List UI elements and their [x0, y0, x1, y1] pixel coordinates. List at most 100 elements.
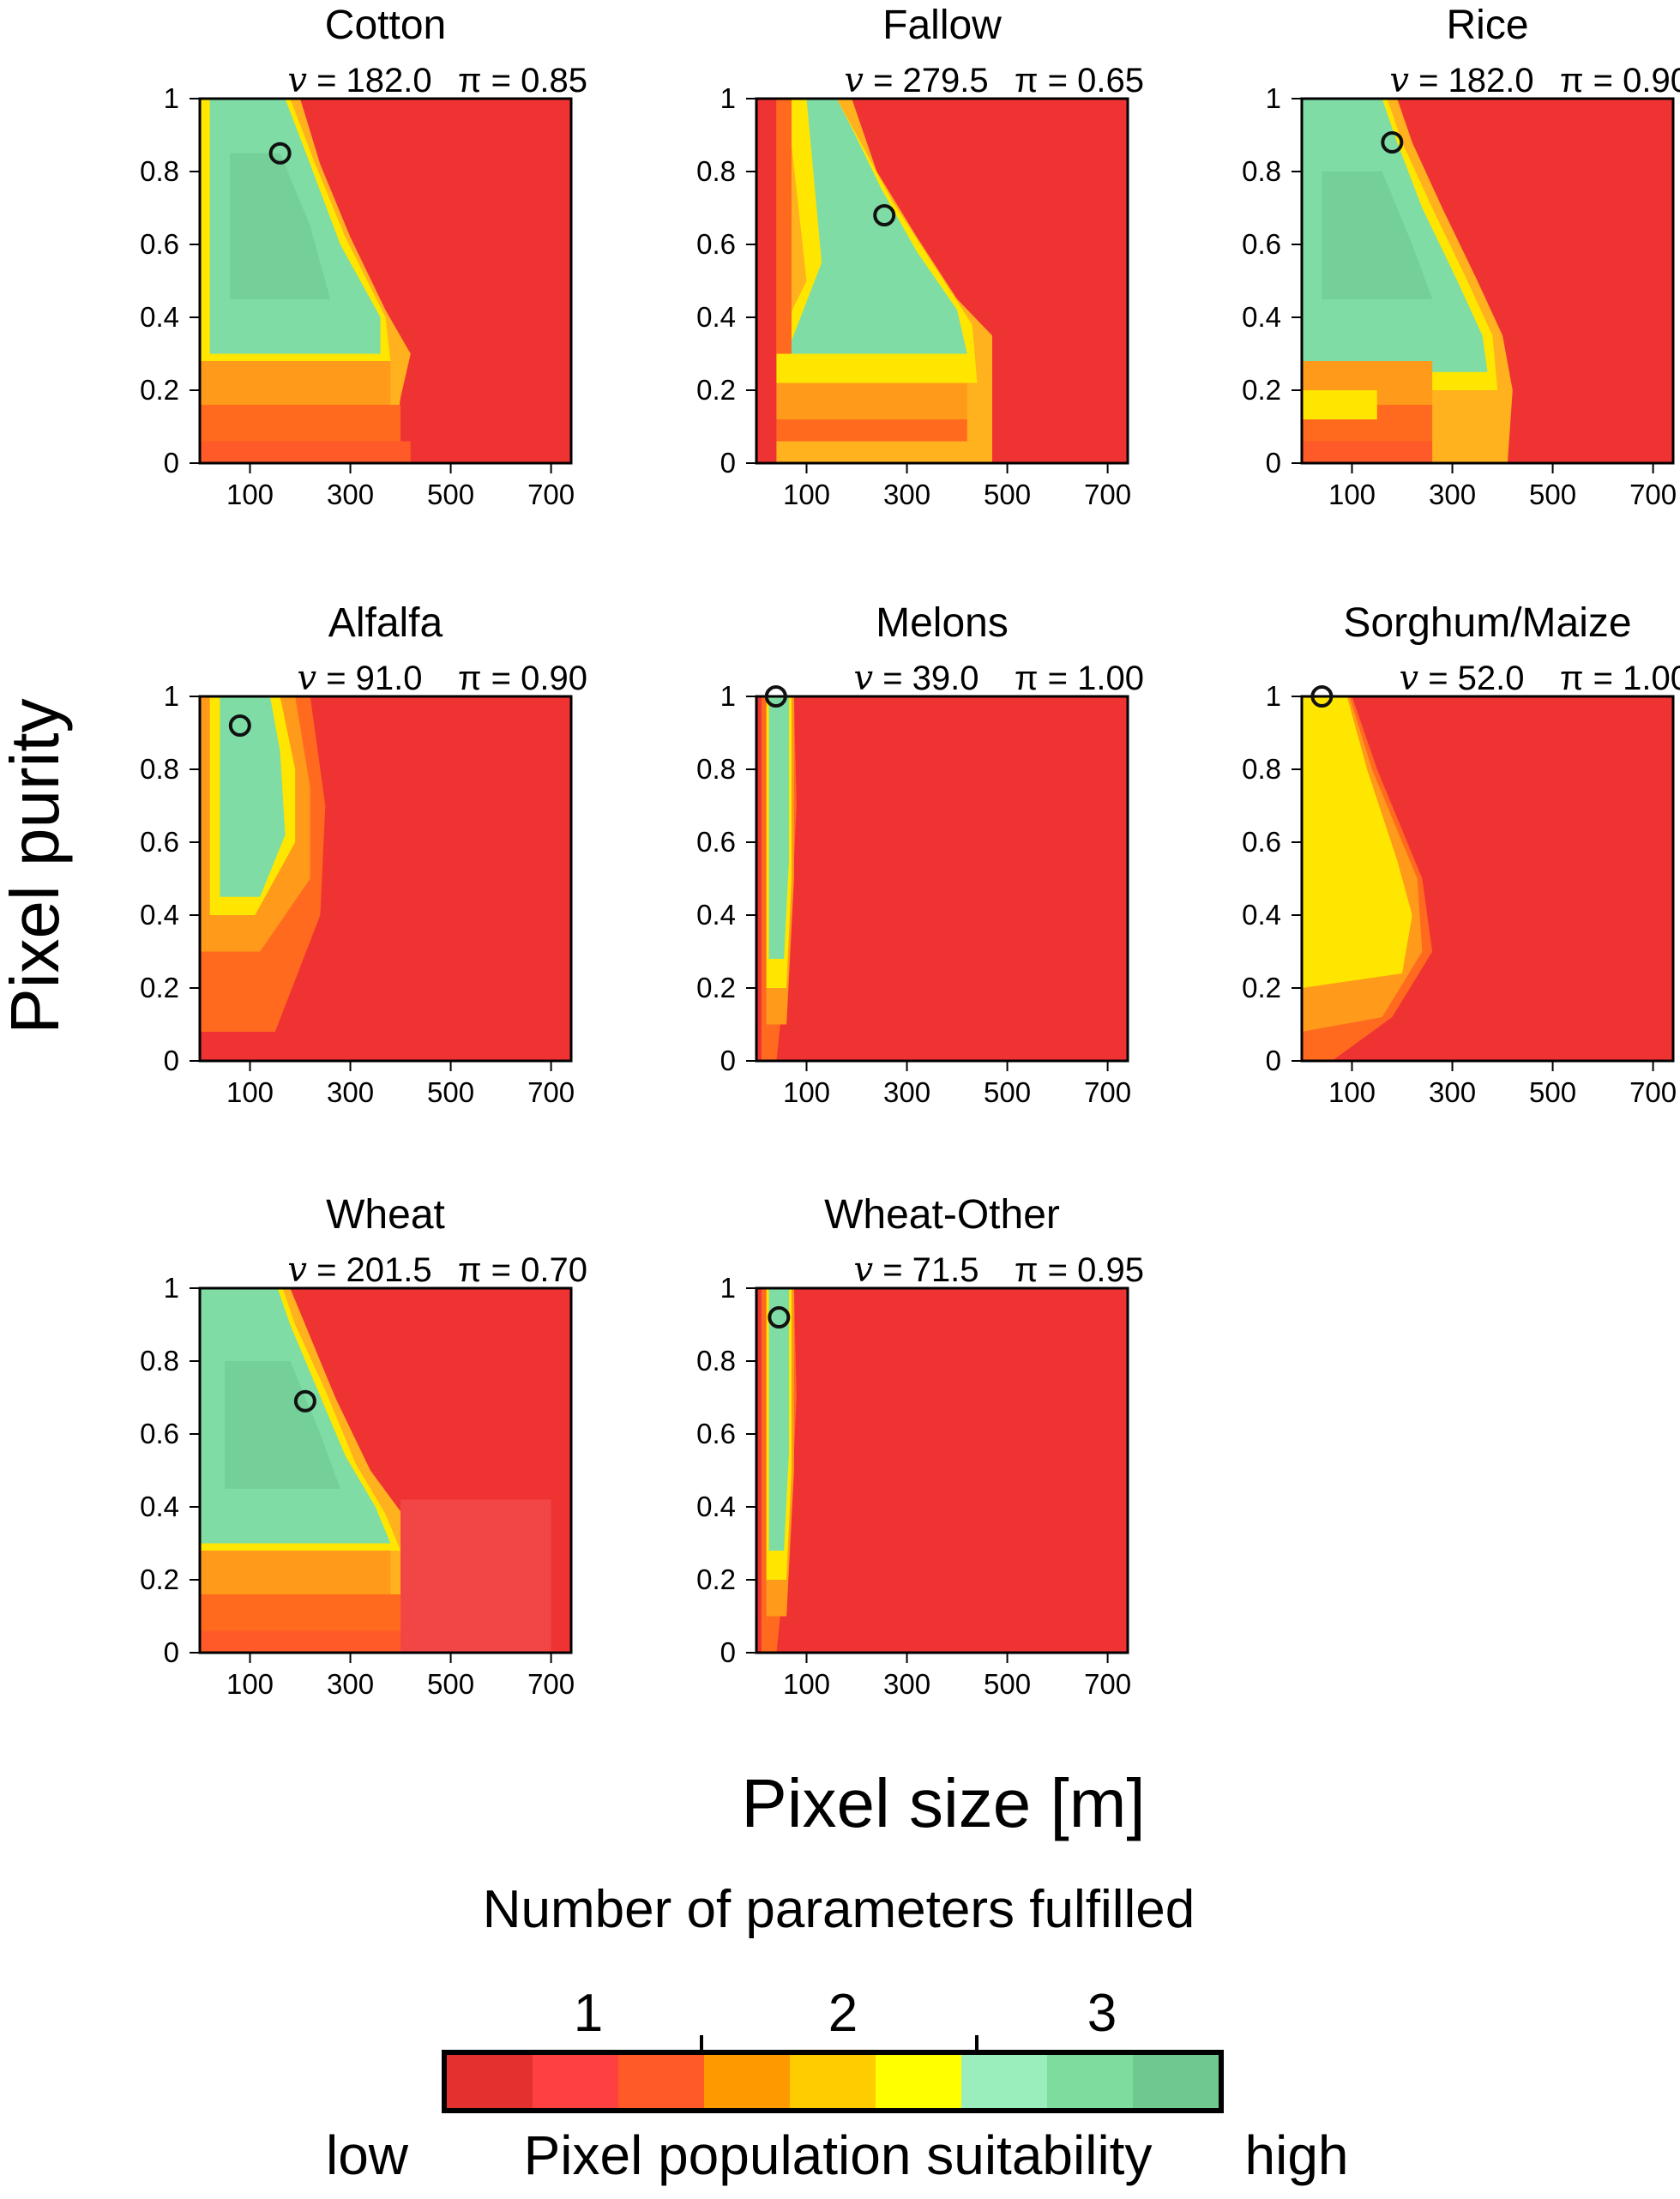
heatmap [756, 1288, 1128, 1653]
x-tick-label: 700 [1084, 1076, 1131, 1108]
panel-annotation-v: 𝑣 = 52.0 [1399, 659, 1524, 698]
y-tick-label: 0 [720, 1045, 736, 1076]
colorbar-middle-label: Pixel population suitability [524, 2124, 1153, 2186]
v-symbol: 𝑣 [844, 61, 864, 100]
panel-annotation-v: 𝑣 = 91.0 [297, 659, 422, 698]
heatmap [200, 696, 571, 1061]
colorbar-group-1: 1 [574, 1984, 603, 2043]
optimum-marker [268, 142, 292, 165]
x-tick-label: 300 [1429, 1076, 1476, 1108]
panel-annotation-pi: π = 1.00 [1015, 660, 1144, 697]
optimum-marker [768, 1306, 791, 1328]
x-tick-label: 100 [783, 479, 830, 510]
v-symbol: 𝑣 [1389, 61, 1409, 100]
panel-title: Wheat [326, 1192, 445, 1238]
panel-wheat-other: Wheat-Other 𝑣 = 71.5 π = 0.95 0 0.2 0.4 0.6 0.8… [696, 1192, 1144, 1700]
x-tick-label: 300 [883, 479, 930, 510]
y-tick-label: 0.8 [140, 1345, 179, 1377]
panel-title: Rice [1446, 3, 1528, 48]
heatmap [756, 696, 1128, 1061]
y-tick-label: 0.2 [1242, 972, 1281, 1003]
heatmap [1302, 99, 1673, 463]
y-tick-label: 0.6 [140, 1418, 179, 1449]
y-tick-label: 0.4 [140, 1491, 179, 1522]
plot-frame [1300, 97, 1675, 465]
y-tick-label: 1 [720, 1272, 736, 1304]
panel-title: Melons [876, 600, 1009, 646]
x-tick-label: 500 [984, 1668, 1031, 1700]
v-value: = 39.0 [873, 660, 978, 697]
y-tick-label: 1 [1266, 680, 1281, 712]
y-tick-label: 0.6 [696, 826, 736, 858]
y-tick-label: 1 [1266, 82, 1281, 114]
v-value: = 182.0 [1409, 62, 1534, 99]
y-tick-label: 0.6 [140, 826, 179, 858]
optimum-marker [1381, 131, 1404, 154]
v-symbol: 𝑣 [297, 659, 316, 698]
optimum-marker [873, 204, 896, 226]
v-symbol: 𝑣 [853, 1250, 873, 1290]
y-tick-label: 0.4 [696, 1491, 736, 1522]
y-tick-label: 0.6 [1242, 826, 1281, 858]
y-tick-label: 0.6 [696, 228, 736, 260]
v-symbol: 𝑣 [287, 1250, 307, 1290]
y-tick-label: 0.2 [140, 374, 179, 406]
panel-annotation-v: 𝑣 = 182.0 [1389, 61, 1533, 100]
x-tick-label: 500 [427, 1668, 474, 1700]
x-tick-label: 500 [427, 1076, 474, 1108]
y-tick-label: 1 [164, 680, 179, 712]
y-tick-label: 0.4 [696, 301, 736, 333]
panel-title: Wheat-Other [824, 1192, 1060, 1238]
x-tick-label: 100 [226, 479, 274, 510]
x-tick-label: 500 [984, 479, 1031, 510]
x-tick-label: 300 [327, 1076, 374, 1108]
heatmap [756, 99, 1128, 463]
y-axis-label: Pixel purity [0, 698, 73, 1033]
y-tick-label: 0.2 [696, 972, 736, 1003]
plot-frame [198, 97, 573, 465]
y-tick-label: 0.2 [1242, 374, 1281, 406]
heatmap [1302, 696, 1673, 1061]
colorbar-cell [1047, 2055, 1134, 2108]
x-tick-label: 500 [984, 1076, 1031, 1108]
plot-frame [198, 695, 573, 1063]
colorbar: Number of parameters fulfilled 1 2 3 low… [326, 1880, 1349, 2186]
plot-frame [755, 1286, 1129, 1654]
heatmap [200, 99, 571, 463]
y-tick-label: 1 [164, 1272, 179, 1304]
panel-sorghum-maize: Sorghum/Maize 𝑣 = 52.0 π = 1.00 0 0.2 0.4 0.6 0… [1242, 600, 1680, 1108]
v-value: = 71.5 [873, 1251, 978, 1289]
colorbar-frame [442, 2050, 1224, 2113]
y-tick-label: 0.4 [1242, 301, 1281, 333]
x-axis-label: Pixel size [m] [741, 1765, 1145, 1841]
colorbar-cell [533, 2055, 619, 2108]
colorbar-group-2: 2 [828, 1984, 858, 2043]
v-symbol: 𝑣 [287, 61, 307, 100]
y-tick-label: 1 [720, 680, 736, 712]
y-tick-label: 0.8 [140, 753, 179, 785]
colorbar-group-3: 3 [1087, 1984, 1117, 2043]
y-tick-label: 0.6 [696, 1418, 736, 1449]
panel-title: Alfalfa [328, 600, 443, 646]
colorbar-cell [447, 2055, 533, 2108]
y-tick-label: 0 [164, 1636, 179, 1668]
x-tick-label: 100 [1328, 479, 1376, 510]
panel-annotation-v: 𝑣 = 39.0 [853, 659, 978, 698]
y-tick-label: 0.4 [140, 301, 179, 333]
optimum-marker [228, 714, 251, 737]
y-tick-label: 0.6 [140, 228, 179, 260]
x-tick-label: 700 [527, 479, 575, 510]
optimum-marker [293, 1389, 316, 1413]
panel-annotation-pi: π = 1.00 [1560, 660, 1680, 697]
y-tick-label: 0.4 [1242, 899, 1281, 931]
y-tick-label: 0.6 [1242, 228, 1281, 260]
y-tick-label: 0.2 [696, 1563, 736, 1595]
y-tick-label: 0.4 [696, 899, 736, 931]
panel-annotation-pi: π = 0.95 [1015, 1251, 1144, 1289]
optimum-marker [1310, 685, 1334, 708]
v-value: = 91.0 [316, 660, 422, 697]
y-tick-label: 1 [720, 82, 736, 114]
y-tick-label: 0.2 [140, 1563, 179, 1595]
